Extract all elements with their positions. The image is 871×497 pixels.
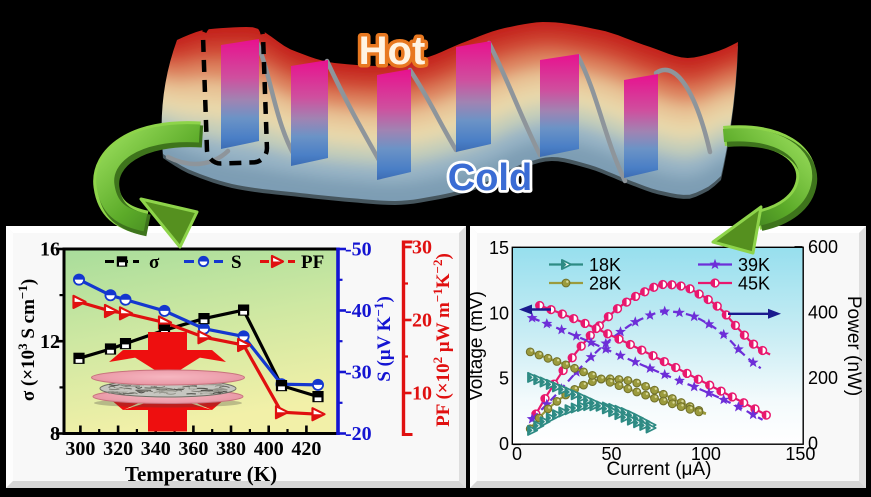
svg-text:σ: σ: [149, 252, 160, 273]
svg-text:10: 10: [489, 303, 509, 323]
svg-text:10: 10: [412, 383, 432, 405]
svg-text:320: 320: [103, 438, 133, 460]
svg-text:39K: 39K: [738, 255, 770, 275]
svg-text:100: 100: [691, 444, 721, 464]
svg-text:50: 50: [601, 444, 621, 464]
svg-text:0: 0: [499, 434, 509, 454]
svg-text:0: 0: [808, 434, 818, 454]
svg-text:150: 150: [785, 444, 815, 464]
svg-text:5: 5: [499, 369, 509, 389]
svg-text:Cold: Cold: [448, 157, 532, 199]
svg-text:Voltage (mV): Voltage (mV): [466, 291, 487, 401]
svg-text:-50: -50: [345, 239, 372, 261]
svg-text:400: 400: [808, 303, 838, 323]
svg-text:200: 200: [808, 368, 838, 388]
svg-text:380: 380: [216, 438, 246, 460]
svg-text:Current (μA): Current (μA): [607, 459, 712, 480]
svg-text:PF (×102 μW m−1K−2): PF (×102 μW m−1K−2): [430, 253, 454, 427]
svg-text:400: 400: [254, 438, 284, 460]
svg-text:-20: -20: [345, 423, 372, 445]
svg-text:-30: -30: [345, 362, 372, 384]
svg-text:340: 340: [141, 438, 171, 460]
svg-text:Hot: Hot: [359, 29, 426, 73]
svg-text:8: 8: [50, 423, 60, 445]
svg-text:600: 600: [808, 237, 838, 257]
svg-text:-40: -40: [345, 300, 372, 322]
svg-text:300: 300: [65, 438, 95, 460]
svg-text:Temperature (K): Temperature (K): [125, 462, 277, 486]
svg-text:30: 30: [412, 237, 432, 259]
svg-text:45K: 45K: [738, 274, 770, 294]
svg-text:S (μV K−1): S (μV K−1): [371, 296, 395, 382]
svg-text:Cold: Cold: [448, 157, 532, 199]
svg-text:420: 420: [291, 438, 321, 460]
svg-text:PF: PF: [301, 252, 324, 273]
svg-text:16: 16: [40, 239, 60, 261]
svg-text:20: 20: [412, 310, 432, 332]
svg-text:28K: 28K: [589, 274, 621, 294]
svg-text:Hot: Hot: [359, 29, 426, 73]
svg-text:S: S: [231, 252, 242, 273]
svg-text:12: 12: [40, 331, 60, 353]
svg-text:Power (nW): Power (nW): [843, 296, 864, 396]
svg-text:360: 360: [178, 438, 208, 460]
svg-text:σ (×103 S cm−1): σ (×103 S cm−1): [15, 279, 39, 401]
svg-text:15: 15: [489, 238, 509, 258]
svg-text:0: 0: [512, 444, 522, 464]
svg-text:18K: 18K: [589, 255, 621, 275]
